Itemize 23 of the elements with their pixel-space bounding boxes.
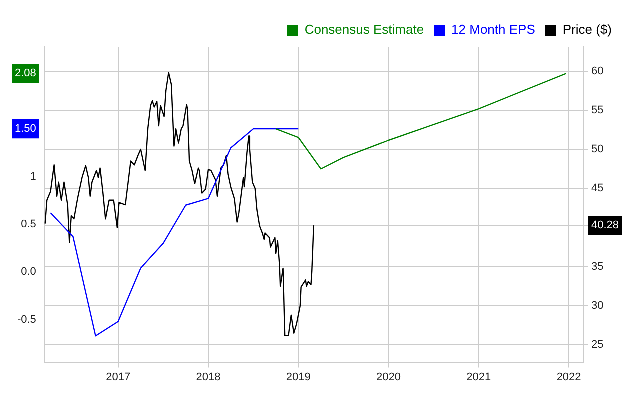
y2-tick-label: 50 bbox=[591, 144, 604, 156]
x-tick-label: 2019 bbox=[286, 371, 311, 384]
y2-tick-label: 25 bbox=[591, 339, 604, 352]
y-tick-label: 0.0 bbox=[21, 266, 36, 278]
legend-label: Consensus Estimate bbox=[304, 22, 424, 38]
x-tick-label: 2021 bbox=[466, 371, 492, 384]
legend-label: Price ($) bbox=[562, 22, 612, 38]
y2-tick-label: 60 bbox=[591, 65, 604, 78]
y-tick-label: 1 bbox=[30, 170, 36, 183]
y2-tick-label: 35 bbox=[591, 260, 604, 273]
x-tick-label: 2018 bbox=[196, 371, 221, 384]
legend-label: 12 Month EPS bbox=[452, 22, 536, 38]
y-tick-label: -0.5 bbox=[17, 314, 36, 326]
y2-tick-label: 55 bbox=[591, 104, 604, 116]
x-tick-label: 2020 bbox=[376, 371, 402, 384]
y2-tick-label: 40.28 bbox=[591, 220, 620, 232]
y-tick-label: 1.50 bbox=[14, 123, 36, 136]
x-tick-label: 2017 bbox=[106, 371, 131, 384]
y-tick-label: 0.5 bbox=[21, 218, 36, 230]
y2-tick-label: 45 bbox=[591, 182, 604, 195]
y2-tick-label: 30 bbox=[591, 300, 604, 312]
y-tick-label: 2.08 bbox=[14, 68, 36, 80]
x-tick-label: 2022 bbox=[556, 371, 582, 384]
